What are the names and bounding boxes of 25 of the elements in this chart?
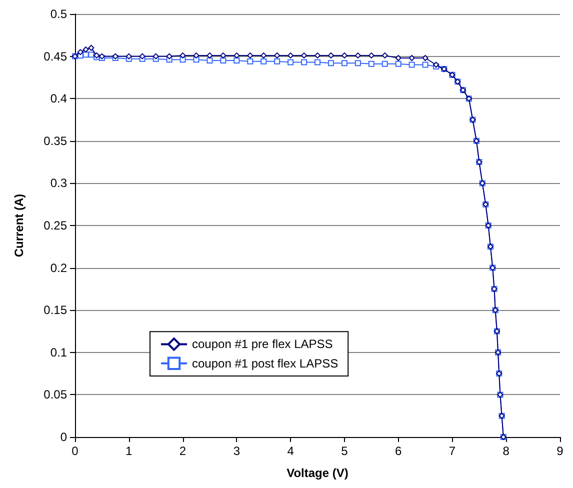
y-tick-label: 0.5 <box>50 7 68 21</box>
y-tick-label: 0.1 <box>50 345 68 360</box>
y-tick-label: 0.4 <box>50 92 68 106</box>
x-tick-label: 5 <box>341 444 348 458</box>
x-tick-label: 3 <box>233 444 240 458</box>
x-axis-title: Voltage (V) <box>286 466 348 480</box>
x-tick-label: 7 <box>448 444 456 458</box>
y-tick-label: 0.45 <box>44 49 68 64</box>
x-tick-label: 4 <box>287 444 294 458</box>
y-tick-label: 0.05 <box>44 388 68 402</box>
x-tick-label: 1 <box>126 444 133 458</box>
x-tick-label: 9 <box>556 444 564 458</box>
y-tick-label: 0 <box>60 430 68 444</box>
x-tick-label: 2 <box>179 444 186 458</box>
x-tick-label: 0 <box>72 444 79 458</box>
y-tick-label: 0.35 <box>44 134 68 148</box>
legend-label: coupon #1 post flex LAPSS <box>192 356 338 370</box>
y-tick-label: 0.25 <box>44 218 68 232</box>
x-tick-label: 8 <box>502 444 510 458</box>
y-tick-label: 0.15 <box>44 303 68 318</box>
y-tick-label: 0.2 <box>50 260 68 275</box>
y-axis-title: Current (A) <box>12 194 26 258</box>
y-tick-label: 0.3 <box>50 176 68 190</box>
x-tick-label: 6 <box>394 444 402 458</box>
legend-label: coupon #1 pre flex LAPSS <box>192 337 333 352</box>
